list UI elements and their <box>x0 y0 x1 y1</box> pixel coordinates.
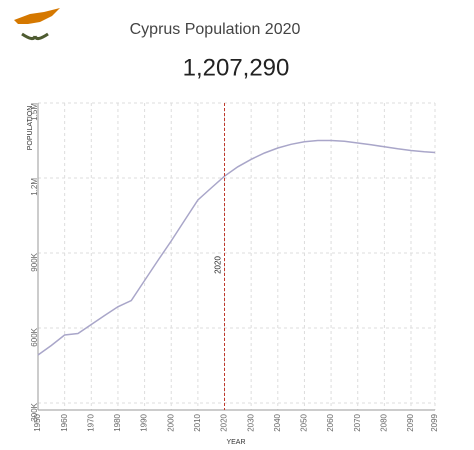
x-tick-label: 2000 <box>166 413 175 431</box>
x-tick-label: 1990 <box>140 413 149 431</box>
x-tick-label: 1960 <box>60 413 69 431</box>
x-tick-label: 2050 <box>300 413 309 431</box>
y-tick-label: 600K <box>30 327 39 346</box>
y-tick-label: 300K <box>30 402 39 421</box>
x-axis-label: YEAR <box>226 439 245 446</box>
headline: 1,207,290 <box>183 54 290 81</box>
chart-title: Cyprus Population 2020 <box>130 21 301 38</box>
y-axis-label: POPULATION <box>27 106 34 151</box>
x-tick-label: 1950 <box>33 413 42 431</box>
flag <box>2 2 68 46</box>
x-tick-label: 2020 <box>220 413 229 431</box>
y-tick-label: 900K <box>30 252 39 271</box>
x-tick-label: 2090 <box>406 413 415 431</box>
x-tick-label: 2099 <box>430 413 439 431</box>
x-tick-label: 2060 <box>326 413 335 431</box>
x-tick-label: 2030 <box>246 413 255 431</box>
x-tick-label: 2040 <box>273 413 282 431</box>
x-tick-label: 2080 <box>379 413 388 431</box>
x-tick-label: 1980 <box>113 413 122 431</box>
y-tick-label: 1.5M <box>30 103 39 121</box>
x-tick-label: 2010 <box>193 413 202 431</box>
x-tick-label: 2070 <box>353 413 362 431</box>
population-line <box>37 139 436 356</box>
highlight-label: 2020 <box>214 256 223 274</box>
y-tick-label: 1.2M <box>30 178 39 196</box>
x-tick-label: 1970 <box>86 413 95 431</box>
